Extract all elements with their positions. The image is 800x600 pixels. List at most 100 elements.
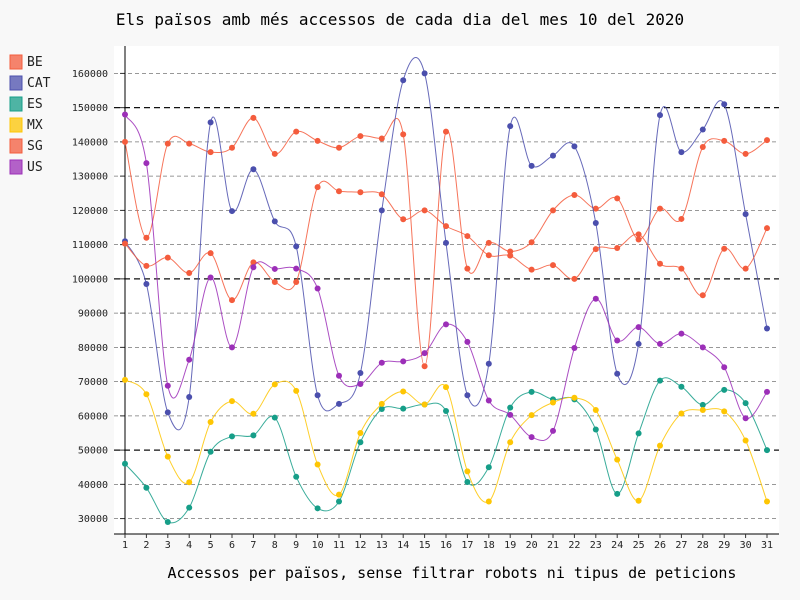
- data-point-be: [657, 205, 663, 212]
- y-tick-label: 130000: [72, 172, 108, 183]
- data-point-cat: [742, 211, 749, 218]
- data-point-sg: [507, 252, 514, 259]
- data-point-sg: [250, 259, 257, 266]
- x-tick-label: 28: [697, 540, 709, 551]
- plot-area: 30000 40000 50000 60000 70000 80000 90000 10000…: [72, 46, 779, 551]
- data-point-us: [293, 265, 300, 272]
- data-point-es: [635, 430, 642, 437]
- legend-swatch: [9, 117, 23, 133]
- data-point-sg: [164, 254, 171, 261]
- data-point-mx: [164, 453, 171, 460]
- data-point-be: [721, 137, 728, 144]
- data-point-es: [699, 401, 706, 408]
- data-point-be: [614, 195, 621, 202]
- data-point-es: [742, 400, 749, 407]
- x-tick-label: 1: [122, 540, 128, 551]
- data-point-cat: [207, 119, 214, 126]
- data-point-mx: [614, 456, 621, 463]
- data-point-be: [528, 239, 535, 246]
- data-point-be: [164, 140, 171, 147]
- data-point-be: [421, 363, 428, 370]
- data-point-cat: [164, 409, 171, 416]
- data-point-es: [229, 433, 235, 440]
- data-point-us: [400, 358, 407, 365]
- data-point-us: [250, 264, 257, 271]
- x-tick-label: 5: [208, 540, 214, 551]
- legend-label: BE: [27, 55, 43, 70]
- y-tick-label: 90000: [78, 309, 108, 320]
- data-point-mx: [207, 419, 214, 426]
- data-point-us: [357, 381, 364, 388]
- data-point-be: [207, 149, 214, 156]
- y-tick-label: 160000: [72, 69, 108, 80]
- data-point-es: [400, 405, 407, 412]
- data-point-be: [592, 205, 599, 212]
- x-tick-label: 26: [654, 540, 666, 551]
- x-tick-label: 11: [333, 540, 345, 551]
- data-point-es: [721, 386, 728, 393]
- data-point-be: [314, 137, 321, 144]
- data-point-be: [229, 144, 235, 151]
- data-point-cat: [678, 149, 685, 156]
- y-tick-label: 140000: [72, 137, 108, 148]
- data-point-sg: [678, 265, 685, 272]
- data-point-es: [336, 498, 342, 505]
- data-point-mx: [443, 384, 449, 391]
- data-point-mx: [528, 412, 535, 419]
- data-point-be: [443, 128, 449, 135]
- data-point-sg: [293, 278, 300, 285]
- data-point-us: [186, 356, 193, 363]
- data-point-sg: [464, 233, 471, 240]
- data-point-es: [657, 377, 663, 384]
- data-point-es: [271, 414, 278, 421]
- data-point-mx: [314, 461, 321, 468]
- data-point-us: [678, 330, 685, 337]
- data-point-sg: [336, 188, 342, 195]
- data-point-mx: [336, 491, 342, 498]
- data-point-sg: [443, 223, 449, 230]
- data-point-us: [271, 265, 278, 272]
- data-point-cat: [614, 370, 621, 377]
- x-tick-label: 7: [250, 540, 256, 551]
- data-point-us: [378, 359, 385, 366]
- data-point-us: [207, 274, 214, 281]
- data-point-sg: [742, 265, 749, 272]
- legend: BE CAT ES MX SG US: [9, 54, 51, 175]
- data-point-cat: [143, 281, 150, 288]
- data-point-us: [635, 324, 642, 331]
- data-point-us: [571, 345, 578, 352]
- data-point-sg: [271, 278, 278, 285]
- data-point-mx: [485, 498, 492, 505]
- data-point-be: [550, 207, 556, 214]
- data-point-us: [550, 427, 556, 434]
- data-point-be: [143, 234, 150, 241]
- data-point-mx: [550, 399, 556, 406]
- data-point-es: [378, 406, 385, 413]
- data-point-sg: [314, 184, 321, 191]
- x-tick-label: 22: [568, 540, 580, 551]
- data-point-be: [378, 135, 385, 142]
- legend-label: US: [27, 160, 43, 175]
- data-point-us: [164, 382, 171, 389]
- data-point-es: [443, 408, 449, 415]
- data-point-sg: [764, 225, 770, 232]
- data-point-be: [764, 137, 770, 144]
- data-point-be: [293, 128, 300, 135]
- data-point-sg: [550, 262, 556, 269]
- data-point-es: [314, 505, 321, 512]
- data-point-es: [614, 490, 621, 497]
- data-point-cat: [186, 394, 193, 401]
- y-tick-label: 40000: [78, 480, 108, 491]
- data-point-be: [122, 138, 128, 145]
- data-point-mx: [186, 479, 193, 486]
- data-point-cat: [464, 392, 471, 399]
- data-point-mx: [229, 398, 235, 405]
- data-point-mx: [592, 407, 599, 414]
- data-point-be: [635, 236, 642, 243]
- data-point-mx: [571, 394, 578, 401]
- legend-label: CAT: [27, 76, 51, 91]
- data-point-be: [678, 215, 685, 222]
- data-point-be: [571, 191, 578, 198]
- data-point-sg: [699, 292, 706, 299]
